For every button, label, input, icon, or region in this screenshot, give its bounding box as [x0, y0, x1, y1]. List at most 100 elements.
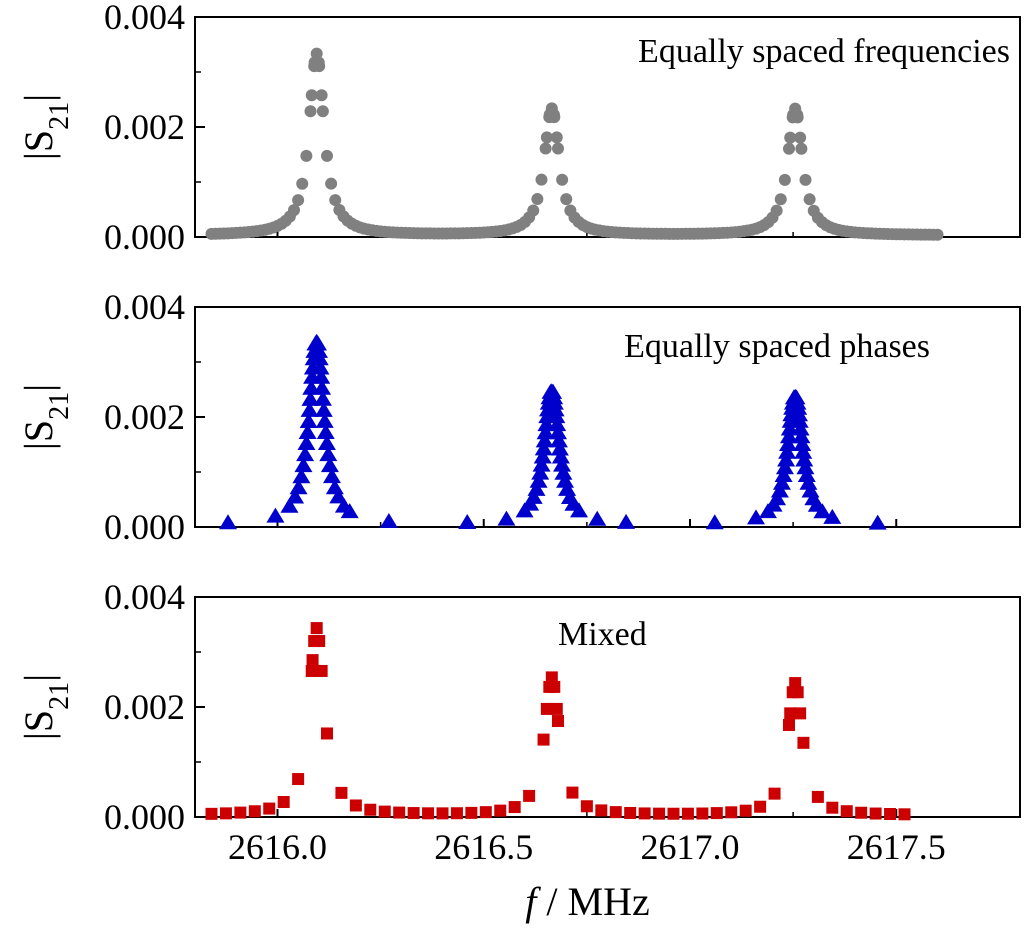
data-point: [364, 803, 377, 816]
data-point: [310, 622, 323, 635]
data-point: [393, 806, 406, 819]
data-point: [300, 401, 319, 417]
data-point: [219, 514, 237, 530]
data-point: [266, 507, 285, 523]
data-point: [551, 448, 570, 464]
data-point: [529, 472, 548, 488]
data-point: [523, 789, 536, 802]
data-point: [548, 416, 567, 432]
data-point: [545, 671, 558, 684]
data-point: [791, 686, 804, 699]
data-point: [548, 680, 561, 693]
panel-annotation: Equally spaced phases: [624, 328, 930, 365]
data-point: [556, 472, 575, 488]
data-point: [747, 509, 765, 525]
data-point: [497, 510, 516, 526]
y-axis-label: |S21|: [16, 674, 75, 740]
data-point: [248, 805, 261, 818]
data-point: [313, 60, 326, 73]
data-point: [549, 424, 568, 440]
data-point: [311, 359, 330, 375]
data-point: [292, 194, 305, 207]
data-point: [219, 807, 232, 820]
data-point: [794, 443, 813, 459]
data-point: [301, 390, 320, 406]
data-point: [898, 808, 911, 821]
data-point: [725, 806, 738, 819]
data-point: [588, 510, 607, 526]
data-point: [458, 514, 477, 530]
data-point: [304, 105, 317, 118]
data-series: [205, 622, 911, 821]
data-point: [527, 204, 540, 217]
data-point: [436, 807, 449, 820]
data-point: [783, 718, 795, 731]
data-point: [777, 451, 796, 467]
data-point: [624, 806, 637, 819]
data-point: [535, 173, 548, 186]
data-point: [450, 807, 463, 820]
x-tick-label: 2616.5: [434, 827, 533, 867]
data-point: [779, 435, 798, 451]
data-point: [305, 664, 318, 677]
panel-2: 0.000 0.002 0.004 |S21| Equally spaced phase…: [16, 287, 1021, 547]
data-point: [325, 177, 338, 190]
data-point: [340, 503, 359, 519]
data-point: [791, 111, 804, 124]
data-point: [296, 177, 309, 190]
data-point: [739, 804, 752, 817]
data-point: [667, 807, 680, 820]
data-point: [316, 423, 335, 439]
data-point: [783, 142, 795, 155]
data-point: [531, 193, 544, 206]
data-point: [335, 786, 348, 799]
data-point: [515, 502, 534, 518]
data-point: [317, 435, 336, 451]
data-point: [884, 808, 897, 821]
panel-annotation: Equally spaced frequencies: [638, 33, 1010, 70]
data-point: [263, 802, 276, 815]
data-point: [792, 428, 811, 444]
data-point: [205, 807, 218, 820]
data-point: [540, 702, 553, 715]
data-point: [784, 707, 797, 720]
data-point: [535, 432, 554, 448]
data-point: [705, 514, 724, 530]
data-point: [580, 800, 593, 813]
data-point: [774, 466, 793, 482]
data-point: [797, 467, 816, 483]
y-tick-label: 0.002: [104, 687, 185, 727]
data-point: [795, 142, 808, 155]
data-point: [548, 111, 561, 124]
data-point: [553, 456, 572, 472]
data-point: [320, 457, 339, 473]
data-point: [840, 805, 853, 818]
data-point: [299, 412, 318, 428]
y-tick-label: 0.004: [104, 577, 185, 617]
data-point: [422, 807, 435, 820]
data-point: [638, 807, 651, 820]
data-point: [653, 807, 666, 820]
x-tick-label: 2617.5: [847, 827, 946, 867]
y-tick-label: 0.000: [104, 797, 185, 837]
data-point: [770, 204, 783, 217]
data-point: [754, 800, 767, 813]
data-point: [560, 193, 573, 206]
data-point: [617, 513, 636, 529]
data-point: [313, 390, 332, 406]
data-point: [855, 806, 868, 819]
data-point: [789, 677, 802, 690]
data-point: [234, 806, 247, 819]
data-point: [552, 142, 564, 155]
data-point: [774, 193, 787, 206]
data-point: [321, 149, 333, 162]
data-point: [465, 806, 478, 819]
data-point: [778, 173, 791, 186]
data-series: [205, 47, 944, 241]
data-point: [294, 457, 313, 473]
data-point: [292, 773, 305, 786]
data-point: [494, 804, 507, 817]
data-point: [554, 464, 573, 480]
data-point: [811, 790, 824, 803]
